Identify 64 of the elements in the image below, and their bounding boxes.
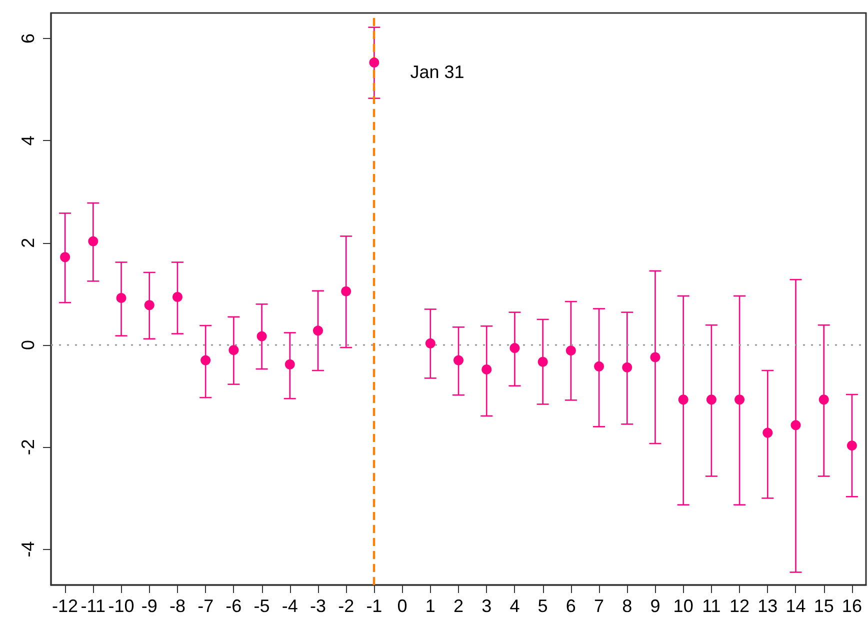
x-tick-label: -7 bbox=[198, 596, 214, 616]
x-tick-label: 16 bbox=[842, 596, 862, 616]
ref-line-label: Jan 31 bbox=[410, 62, 464, 82]
point bbox=[116, 292, 126, 303]
x-tick-label: -4 bbox=[282, 596, 298, 616]
x-tick-label: -3 bbox=[310, 596, 326, 616]
point bbox=[482, 364, 492, 374]
point bbox=[341, 286, 352, 296]
point bbox=[510, 343, 520, 354]
x-tick-label: -10 bbox=[108, 596, 134, 616]
x-tick-label: -8 bbox=[169, 596, 186, 616]
point bbox=[200, 355, 211, 366]
x-tick-label: 11 bbox=[702, 596, 721, 616]
point bbox=[818, 394, 829, 405]
x-tick-label: 2 bbox=[453, 596, 464, 616]
x-tick-label: 1 bbox=[425, 596, 436, 616]
point bbox=[312, 326, 323, 336]
point bbox=[566, 346, 576, 356]
x-tick-label: 0 bbox=[397, 596, 408, 616]
point bbox=[454, 355, 464, 366]
point bbox=[228, 345, 239, 356]
point bbox=[734, 394, 745, 405]
point bbox=[144, 300, 154, 310]
point bbox=[172, 292, 182, 302]
point bbox=[622, 362, 632, 372]
x-tick-label: 10 bbox=[673, 596, 694, 616]
point bbox=[538, 356, 548, 367]
point bbox=[678, 394, 688, 405]
x-tick-label: 14 bbox=[786, 596, 806, 616]
x-tick-label: -6 bbox=[226, 596, 242, 616]
point bbox=[594, 361, 604, 372]
x-tick-label: 5 bbox=[538, 596, 548, 616]
x-tick-label: 12 bbox=[730, 596, 750, 616]
point bbox=[369, 58, 380, 68]
y-tick-label: 4 bbox=[18, 136, 38, 146]
point bbox=[706, 394, 716, 405]
x-tick-label: 4 bbox=[510, 596, 520, 616]
x-tick-label: -2 bbox=[338, 596, 354, 616]
point bbox=[88, 236, 98, 246]
x-tick-label: 15 bbox=[814, 596, 834, 616]
x-tick-label: -9 bbox=[141, 596, 158, 616]
x-tick-label: 9 bbox=[650, 596, 660, 616]
point bbox=[256, 331, 267, 342]
y-tick-label: 6 bbox=[18, 34, 38, 44]
x-tick-label: -1 bbox=[366, 596, 382, 616]
x-tick-label: 7 bbox=[594, 596, 604, 616]
point bbox=[425, 338, 436, 348]
point bbox=[762, 428, 773, 438]
x-tick-label: 13 bbox=[758, 596, 778, 616]
point bbox=[284, 359, 295, 370]
point bbox=[846, 440, 857, 451]
y-tick-label: -2 bbox=[18, 439, 38, 456]
point bbox=[60, 252, 70, 262]
x-tick-label: -12 bbox=[52, 596, 78, 616]
point bbox=[790, 420, 801, 430]
x-tick-label: -5 bbox=[254, 596, 270, 616]
x-tick-label: -11 bbox=[80, 596, 106, 616]
point bbox=[650, 352, 660, 362]
y-tick-label: -4 bbox=[18, 541, 38, 558]
y-tick-label: 2 bbox=[18, 238, 38, 248]
x-tick-label: 8 bbox=[622, 596, 632, 616]
x-tick-label: 6 bbox=[566, 596, 576, 616]
y-tick-label: 0 bbox=[18, 340, 38, 350]
x-tick-label: 3 bbox=[482, 596, 492, 616]
